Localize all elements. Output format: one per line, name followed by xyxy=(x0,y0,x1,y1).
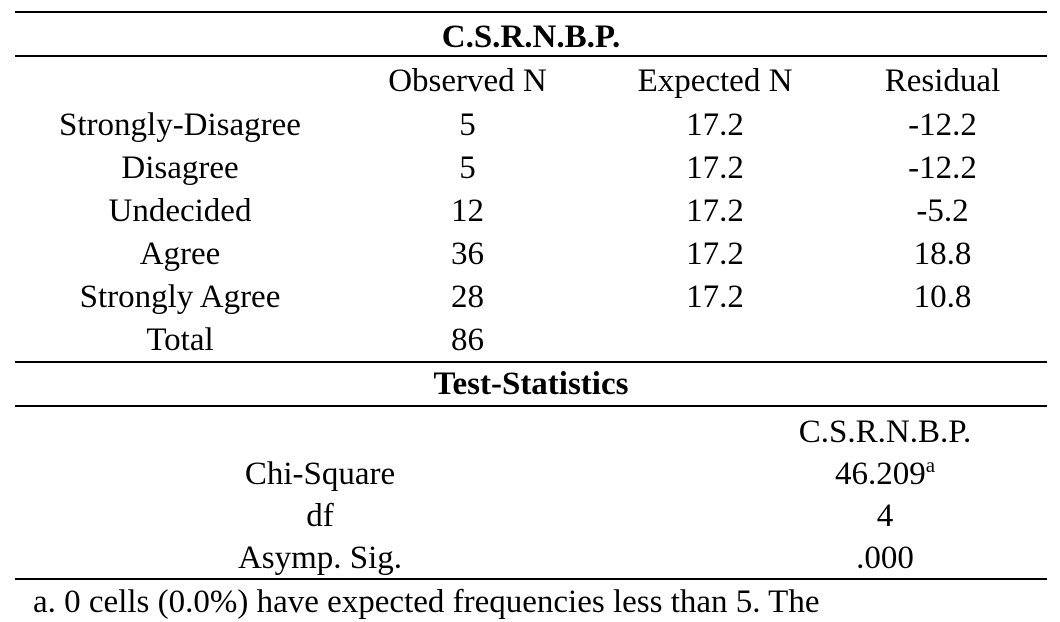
frequencies-title: C.S.R.N.B.P. xyxy=(441,19,621,55)
row-expected xyxy=(595,320,835,360)
row-label: Strongly-Disagree xyxy=(59,107,301,143)
row-expected: 17.2 xyxy=(686,193,744,229)
section-rule xyxy=(15,361,1047,363)
row-expected: 17.2 xyxy=(686,107,744,143)
test-statistics-title-rule xyxy=(15,405,1047,407)
row-residual: 18.8 xyxy=(913,236,972,272)
stat-label: Asymp. Sig. xyxy=(237,540,403,576)
row-residual: -12.2 xyxy=(908,150,977,186)
row-residual: -12.2 xyxy=(908,107,977,143)
row-expected: 17.2 xyxy=(686,236,744,272)
row-observed: 28 xyxy=(451,279,484,315)
test-statistics-column-header: C.S.R.N.B.P. xyxy=(798,414,972,450)
stat-value-text: 46.209 xyxy=(834,456,926,492)
bottom-rule xyxy=(15,578,1047,580)
row-label: Strongly Agree xyxy=(79,279,281,315)
row-observed: 5 xyxy=(459,107,476,143)
top-rule xyxy=(15,11,1047,13)
footnote-marker: a xyxy=(925,453,936,477)
row-residual: 10.8 xyxy=(913,279,972,315)
stat-label: df xyxy=(306,498,334,534)
footnote: a. 0 cells (0.0%) have expected frequenc… xyxy=(33,584,820,620)
stat-value: 4 xyxy=(876,498,894,534)
row-label: Undecided xyxy=(108,193,252,229)
row-observed: 5 xyxy=(459,150,476,186)
header-category xyxy=(20,61,340,101)
row-observed: 86 xyxy=(451,322,484,358)
frequencies-title-rule xyxy=(15,55,1047,57)
header-observed-n: Observed N xyxy=(388,63,547,99)
header-residual: Residual xyxy=(884,63,1001,99)
test-statistics-title: Test-Statistics xyxy=(433,366,629,402)
row-residual: -5.2 xyxy=(916,193,969,229)
stat-value: 46.209a xyxy=(700,454,1060,494)
stat-label: Chi-Square xyxy=(244,456,396,492)
row-expected: 17.2 xyxy=(686,279,744,315)
row-residual xyxy=(850,320,1035,360)
row-observed: 36 xyxy=(451,236,484,272)
row-label: Disagree xyxy=(121,150,239,186)
row-observed: 12 xyxy=(451,193,484,229)
row-expected: 17.2 xyxy=(686,150,744,186)
row-label: Agree xyxy=(139,236,221,272)
stat-value: .000 xyxy=(856,540,914,576)
header-expected-n: Expected N xyxy=(637,63,793,99)
row-label: Total xyxy=(146,322,214,358)
